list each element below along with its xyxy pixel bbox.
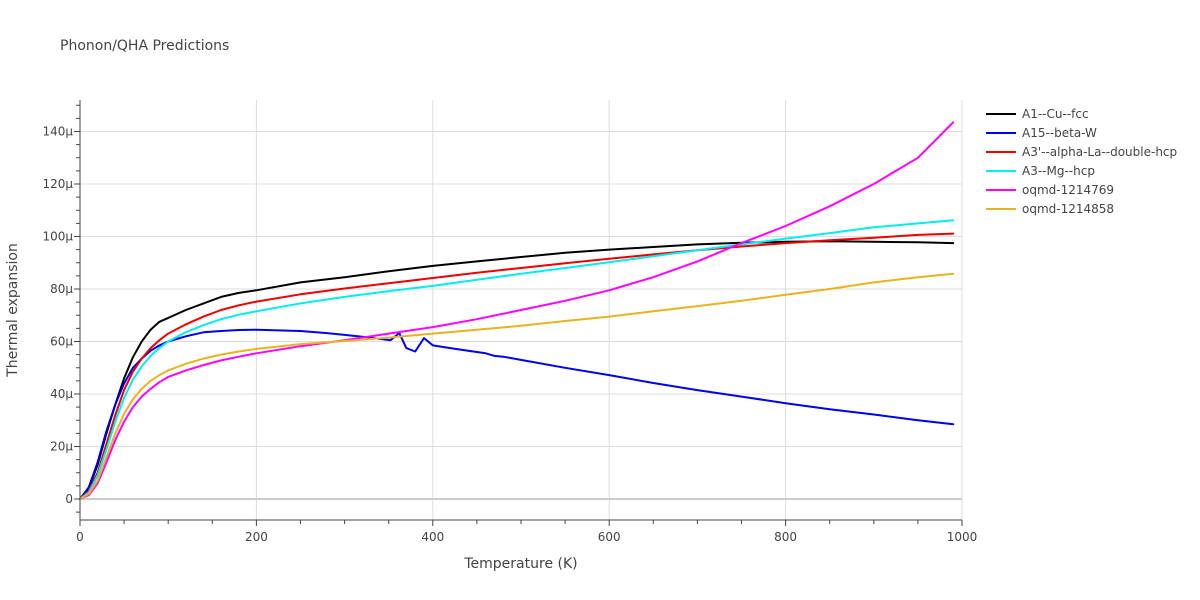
- series-line-1[interactable]: [79, 328, 955, 500]
- series-line-4[interactable]: [79, 121, 955, 500]
- legend[interactable]: A1--Cu--fcc A15--beta-W A3'--alpha-La--dou…: [986, 107, 1177, 216]
- y-tick-label: 60µ: [50, 335, 73, 349]
- x-tick-label: 1000: [947, 530, 978, 544]
- x-tick-label: 600: [598, 530, 621, 544]
- grid-lines: [80, 100, 963, 520]
- y-tick-label: 40µ: [50, 387, 73, 401]
- legend-label: A3'--alpha-La--double-hcp: [1022, 145, 1177, 159]
- chart-title: Phonon/QHA Predictions: [60, 38, 229, 54]
- legend-label: oqmd-1214858: [1022, 202, 1114, 216]
- x-axis-title: Temperature (K): [463, 556, 577, 572]
- series-line-5[interactable]: [79, 272, 955, 500]
- y-axis-title: Thermal expansion: [5, 243, 21, 378]
- series-line-0[interactable]: [79, 240, 955, 500]
- legend-item[interactable]: oqmd-1214769: [986, 183, 1114, 197]
- plot-area[interactable]: [79, 121, 955, 500]
- x-tick-label: 200: [245, 530, 268, 544]
- legend-item[interactable]: A15--beta-W: [986, 126, 1097, 140]
- axes: 0 200 400 600 800 1000 0 20µ 40µ 60µ 80µ 100µ 120µ 14…: [42, 100, 977, 544]
- legend-label: A15--beta-W: [1022, 126, 1097, 140]
- legend-label: A1--Cu--fcc: [1022, 107, 1089, 121]
- y-tick-label: 140µ: [42, 125, 73, 139]
- legend-item[interactable]: A3'--alpha-La--double-hcp: [986, 145, 1177, 159]
- y-tick-label: 20µ: [50, 440, 73, 454]
- legend-item[interactable]: oqmd-1214858: [986, 202, 1114, 216]
- x-tick-label: 0: [76, 530, 84, 544]
- legend-label: oqmd-1214769: [1022, 183, 1114, 197]
- y-tick-label: 80µ: [50, 282, 73, 296]
- x-tick-label: 400: [421, 530, 444, 544]
- legend-item[interactable]: A3--Mg--hcp: [986, 164, 1095, 178]
- y-tick-label: 0: [65, 492, 73, 506]
- x-tick-label: 800: [774, 530, 797, 544]
- y-tick-label: 120µ: [42, 177, 73, 191]
- legend-label: A3--Mg--hcp: [1022, 164, 1095, 178]
- legend-item[interactable]: A1--Cu--fcc: [986, 107, 1089, 121]
- y-tick-label: 100µ: [42, 230, 73, 244]
